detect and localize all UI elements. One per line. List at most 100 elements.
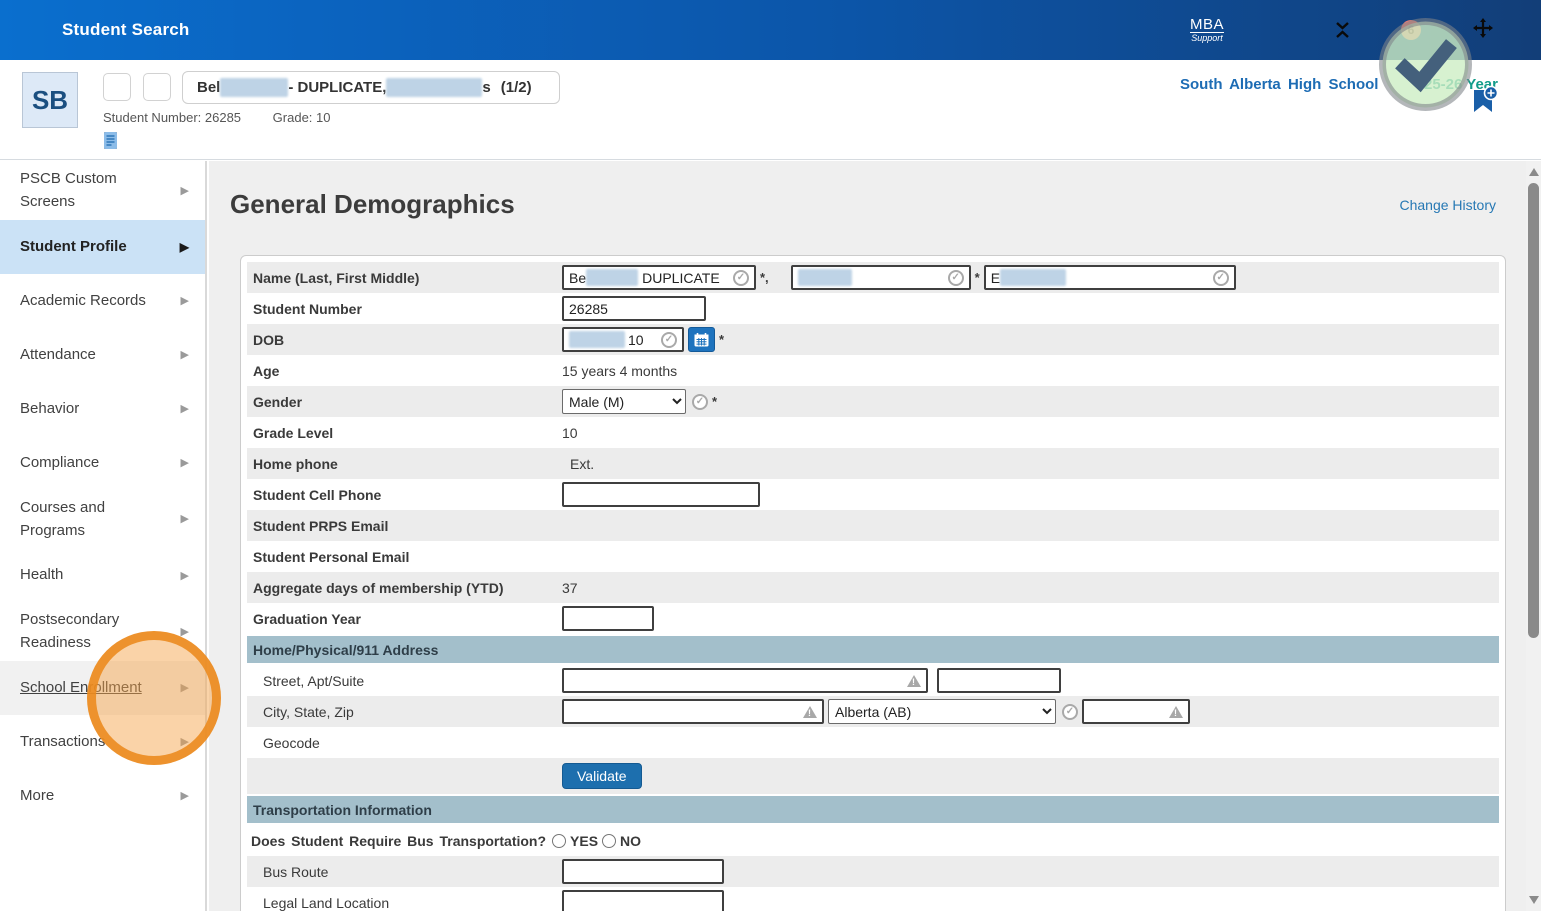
row-aggregate-days: Aggregate days of membership (YTD) 37 bbox=[247, 572, 1499, 603]
calendar-icon[interactable] bbox=[688, 327, 715, 352]
state-select[interactable]: Alberta (AB) bbox=[828, 699, 1056, 724]
middle-name-field[interactable]: E ✓ bbox=[983, 265, 1236, 290]
gender-select[interactable]: Male (M) bbox=[562, 389, 686, 414]
row-cell-phone: Student Cell Phone bbox=[247, 479, 1499, 510]
document-icon[interactable] bbox=[104, 132, 117, 154]
zip-field[interactable] bbox=[1082, 699, 1190, 724]
row-student-number: Student Number 26285 bbox=[247, 293, 1499, 324]
legal-land-field[interactable] bbox=[562, 890, 724, 911]
top-bar: Student Search MBA Support 6 bbox=[0, 0, 1541, 60]
student-name-suffix: s bbox=[482, 79, 491, 96]
scroll-down-arrow[interactable] bbox=[1529, 896, 1539, 904]
page-title: General Demographics bbox=[230, 189, 515, 219]
student-number-label: Student Number bbox=[253, 300, 362, 317]
row-age: Age 15 years 4 months bbox=[247, 355, 1499, 386]
bus-no-radio[interactable] bbox=[602, 833, 617, 848]
first-name-field[interactable]: ✓ bbox=[790, 265, 971, 290]
warning-icon bbox=[907, 674, 921, 687]
bookmark-add-icon[interactable] bbox=[1472, 84, 1499, 121]
aggregate-days-label: Aggregate days of membership (YTD) bbox=[253, 579, 504, 596]
student-header: SB Bel - DUPLICATE, s (1/2) Student Numb… bbox=[0, 60, 1541, 160]
collapse-panel-icon[interactable] bbox=[1336, 22, 1349, 38]
app-title: Student Search bbox=[62, 20, 190, 39]
student-result-count: (1/2) bbox=[500, 79, 532, 96]
apt-suite-field[interactable] bbox=[937, 668, 1061, 693]
valid-check-icon: ✓ bbox=[947, 269, 964, 286]
row-graduation-year: Graduation Year bbox=[247, 603, 1499, 634]
sidebar-nav: PSCB Custom Screens ▶ Student Profile ▶ … bbox=[0, 161, 207, 911]
vertical-scrollbar[interactable] bbox=[1526, 161, 1541, 911]
required-marker: * bbox=[712, 394, 718, 409]
scroll-up-arrow[interactable] bbox=[1529, 168, 1539, 176]
row-bus-route: Bus Route bbox=[247, 856, 1499, 887]
sidebar-item-transactions[interactable]: Transactions ▶ bbox=[20, 732, 189, 750]
sidebar-item-health[interactable]: Health ▶ bbox=[20, 566, 189, 584]
student-number-text: Student Number: 26285 bbox=[103, 110, 242, 125]
change-history-link[interactable]: Change History bbox=[1399, 197, 1497, 213]
graduation-year-field[interactable] bbox=[562, 606, 654, 631]
cell-phone-field[interactable] bbox=[562, 482, 760, 507]
redacted-block bbox=[1000, 269, 1067, 286]
sidebar-item-attendance[interactable]: Attendance ▶ bbox=[20, 345, 189, 363]
required-marker: *, bbox=[760, 270, 769, 285]
chevron-right-icon: ▶ bbox=[180, 295, 189, 307]
chevron-right-icon: ▶ bbox=[180, 457, 189, 469]
graduation-year-label: Graduation Year bbox=[253, 610, 361, 627]
aggregate-days-value: 37 bbox=[562, 579, 578, 596]
move-widget-icon[interactable] bbox=[1473, 17, 1493, 43]
redacted-block bbox=[569, 331, 625, 348]
address-section-header: Home/Physical/911 Address bbox=[247, 636, 1499, 663]
header-tool-button-1[interactable] bbox=[103, 73, 131, 101]
sidebar-item-more[interactable]: More ▶ bbox=[20, 786, 189, 804]
last-name-field[interactable]: Be DUPLICATE ✓ bbox=[562, 265, 756, 290]
city-label: City, State, Zip bbox=[263, 703, 354, 720]
row-street: Street, Apt/Suite bbox=[247, 665, 1499, 696]
personal-email-label: Student Personal Email bbox=[253, 548, 410, 565]
student-name-mid: - DUPLICATE, bbox=[288, 79, 387, 96]
header-tool-button-2[interactable] bbox=[143, 73, 171, 101]
age-label: Age bbox=[253, 362, 280, 379]
chevron-right-icon: ▶ bbox=[180, 569, 189, 582]
geocode-label: Geocode bbox=[263, 734, 320, 751]
student-name-selector[interactable]: Bel - DUPLICATE, s (1/2) bbox=[182, 71, 560, 104]
sidebar-item-academic-records[interactable]: Academic Records ▶ bbox=[20, 291, 189, 309]
sidebar-item-school-enrollment[interactable]: School Enrollment ▶ bbox=[0, 660, 205, 715]
chevron-right-icon: ▶ bbox=[180, 184, 189, 197]
bus-route-field[interactable] bbox=[562, 859, 724, 884]
row-legal-land: Legal Land Location bbox=[247, 887, 1499, 911]
street-field[interactable] bbox=[562, 668, 928, 693]
valid-check-icon: ✓ bbox=[733, 269, 749, 286]
sidebar-item-compliance[interactable]: Compliance ▶ bbox=[20, 453, 189, 471]
validate-button[interactable]: Validate bbox=[562, 763, 642, 789]
city-field[interactable] bbox=[562, 699, 824, 724]
mba-support-logo: MBA Support bbox=[1189, 16, 1224, 43]
legal-land-label: Legal Land Location bbox=[263, 894, 390, 911]
row-bus-question: Does Student Require Bus Transportation?… bbox=[247, 825, 1499, 856]
row-gender: Gender Male (M) ✓ * bbox=[247, 386, 1499, 417]
row-name: Name (Last, First Middle) Be DUPLICATE ✓… bbox=[247, 262, 1499, 293]
student-meta: Student Number: 26285 Grade: 10 bbox=[103, 110, 359, 125]
valid-check-icon: ✓ bbox=[661, 331, 677, 348]
sidebar-item-postsecondary-readiness[interactable]: Postsecondary Readiness ▶ bbox=[20, 611, 189, 652]
demographics-form: Name (Last, First Middle) Be DUPLICATE ✓… bbox=[240, 255, 1506, 911]
row-grade-level: Grade Level 10 bbox=[247, 417, 1499, 448]
school-name[interactable]: South Alberta High School bbox=[1180, 76, 1379, 93]
scrollbar-thumb[interactable] bbox=[1528, 183, 1539, 638]
student-name-prefix: Bel bbox=[197, 79, 221, 96]
student-number-field[interactable]: 26285 bbox=[562, 296, 706, 321]
sidebar-item-behavior[interactable]: Behavior ▶ bbox=[20, 399, 189, 417]
row-geocode: Geocode bbox=[247, 727, 1499, 758]
sidebar-item-student-profile[interactable]: Student Profile ▶ bbox=[0, 219, 205, 274]
row-home-phone: Home phone Ext. bbox=[247, 448, 1499, 479]
home-phone-label: Home phone bbox=[253, 455, 338, 472]
warning-icon bbox=[803, 705, 817, 718]
notification-badge[interactable]: 6 bbox=[1401, 20, 1421, 40]
chevron-right-icon: ▶ bbox=[180, 513, 189, 526]
dob-field[interactable]: 10 ✓ bbox=[562, 327, 684, 352]
bus-yes-radio[interactable] bbox=[552, 833, 567, 848]
chevron-right-icon: ▶ bbox=[180, 682, 189, 694]
sidebar-item-pscb-custom-screens[interactable]: PSCB Custom Screens ▶ bbox=[20, 170, 189, 211]
chevron-right-icon: ▶ bbox=[180, 790, 189, 802]
sidebar-item-courses-and-programs[interactable]: Courses and Programs ▶ bbox=[20, 498, 189, 539]
bus-no-label: NO bbox=[620, 832, 642, 849]
